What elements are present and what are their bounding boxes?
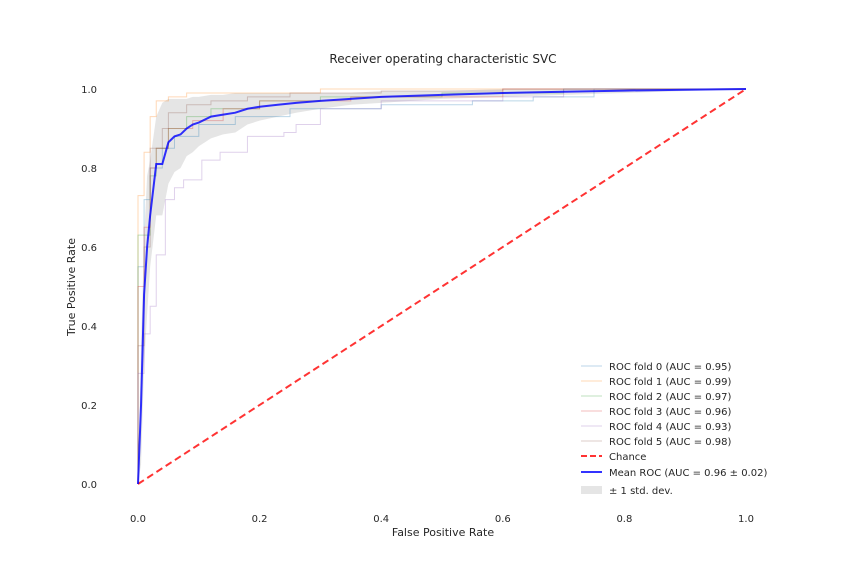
chart-title: Receiver operating characteristic SVC bbox=[329, 52, 556, 66]
y-tick-label: 0.2 bbox=[81, 401, 97, 412]
legend-label: Chance bbox=[609, 452, 646, 463]
legend-label: Mean ROC (AUC = 0.96 ± 0.02) bbox=[609, 468, 767, 479]
legend-label: ROC fold 2 (AUC = 0.97) bbox=[609, 392, 732, 403]
legend-label: ROC fold 1 (AUC = 0.99) bbox=[609, 377, 732, 388]
x-tick-label: 0.6 bbox=[495, 514, 511, 525]
x-tick-label: 0.2 bbox=[252, 514, 268, 525]
legend-label: ROC fold 5 (AUC = 0.98) bbox=[609, 437, 732, 448]
series-layer bbox=[137, 88, 747, 485]
legend: ROC fold 0 (AUC = 0.95) ROC fold 1 (AUC =… bbox=[581, 362, 767, 497]
legend-item: ROC fold 5 (AUC = 0.98) bbox=[581, 437, 732, 448]
y-tick-label: 0.8 bbox=[81, 164, 97, 175]
x-tick-label: 0.0 bbox=[130, 514, 146, 525]
y-axis-ticks: 0.0 0.2 0.4 0.6 0.8 1.0 bbox=[81, 85, 97, 491]
roc-roc-fold-5-line bbox=[137, 88, 746, 484]
legend-label: ROC fold 0 (AUC = 0.95) bbox=[609, 362, 732, 373]
x-axis-ticks: 0.0 0.2 0.4 0.6 0.8 1.0 bbox=[130, 514, 754, 525]
legend-item: ROC fold 0 (AUC = 0.95) bbox=[581, 362, 732, 373]
std-dev-band bbox=[138, 89, 746, 484]
std-band-layer bbox=[138, 89, 746, 484]
legend-item: ROC fold 2 (AUC = 0.97) bbox=[581, 392, 732, 403]
legend-item: ROC fold 4 (AUC = 0.93) bbox=[581, 422, 732, 433]
plot-area bbox=[137, 88, 747, 485]
roc-roc-fold-1-line bbox=[137, 88, 746, 484]
roc-roc-fold-4-line bbox=[137, 88, 746, 484]
y-tick-label: 0.4 bbox=[81, 322, 97, 333]
x-tick-label: 1.0 bbox=[738, 514, 754, 525]
legend-item: Chance bbox=[581, 452, 646, 463]
legend-label: ROC fold 4 (AUC = 0.93) bbox=[609, 422, 732, 433]
legend-item: ± 1 std. dev. bbox=[581, 486, 673, 497]
x-tick-label: 0.4 bbox=[373, 514, 389, 525]
x-axis-label: False Positive Rate bbox=[392, 526, 494, 539]
y-tick-label: 0.6 bbox=[81, 243, 97, 254]
y-tick-label: 0.0 bbox=[81, 480, 97, 491]
legend-label: ± 1 std. dev. bbox=[609, 486, 673, 497]
legend-item: Mean ROC (AUC = 0.96 ± 0.02) bbox=[581, 468, 767, 479]
roc-roc-fold-0-line bbox=[137, 88, 746, 484]
mean-roc-line bbox=[137, 88, 747, 485]
legend-swatch bbox=[581, 486, 602, 494]
x-tick-label: 0.8 bbox=[616, 514, 632, 525]
legend-item: ROC fold 1 (AUC = 0.99) bbox=[581, 377, 732, 388]
legend-label: ROC fold 3 (AUC = 0.96) bbox=[609, 407, 732, 418]
legend-item: ROC fold 3 (AUC = 0.96) bbox=[581, 407, 732, 418]
y-tick-label: 1.0 bbox=[81, 85, 97, 96]
y-axis-label: True Positive Rate bbox=[65, 238, 78, 337]
